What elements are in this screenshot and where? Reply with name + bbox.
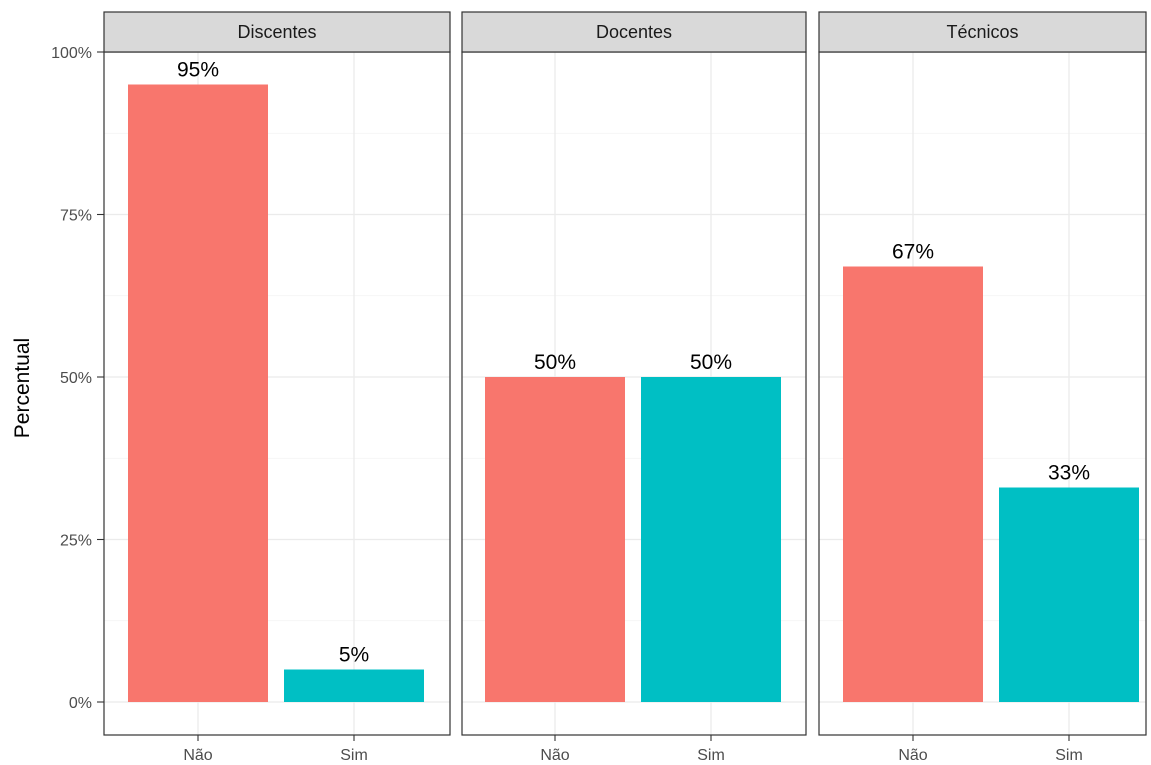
facet-panels: 95% 5% Discentes Não Sim 50% 50% Docentes Não Sim… — [103, 11, 1147, 764]
facet-strip-label: Docentes — [596, 22, 672, 42]
bar-técnicos-nao — [843, 266, 983, 702]
bar-discentes-nao — [128, 84, 268, 702]
x-tick-label: Sim — [697, 747, 725, 764]
data-label: 95% — [177, 59, 219, 82]
data-label: 67% — [892, 241, 934, 264]
facet-panel: 67% 33% Técnicos Não Sim — [818, 11, 1147, 764]
data-label: 33% — [1048, 462, 1090, 485]
bar-docentes-nao — [485, 377, 625, 702]
facet-strip — [818, 11, 1147, 53]
data-label: 5% — [339, 644, 369, 667]
y-axis: 0% 25% 50% 75% 100% — [51, 45, 104, 712]
data-label: 50% — [690, 351, 732, 374]
y-tick-label: 25% — [60, 533, 92, 550]
x-tick-label: Sim — [1055, 747, 1083, 764]
facet-strip — [461, 11, 807, 53]
x-tick-label: Sim — [340, 747, 368, 764]
facet-panel: 50% 50% Docentes Não Sim — [461, 11, 807, 764]
bar-discentes-sim — [284, 669, 424, 702]
facet-strip — [103, 11, 451, 53]
x-tick-label: Não — [540, 747, 569, 764]
x-tick-label: Não — [898, 747, 927, 764]
y-tick-label: 50% — [60, 370, 92, 387]
data-label: 50% — [534, 351, 576, 374]
y-tick-label: 100% — [51, 45, 92, 62]
bar-técnicos-sim — [999, 487, 1139, 702]
y-axis-title: Percentual — [11, 338, 34, 438]
y-tick-label: 0% — [69, 695, 92, 712]
y-tick-label: 75% — [60, 208, 92, 225]
facet-panel: 95% 5% Discentes Não Sim — [103, 11, 451, 764]
bar-docentes-sim — [641, 377, 781, 702]
x-tick-label: Não — [183, 747, 212, 764]
facet-strip-label: Discentes — [237, 22, 316, 42]
facet-strip-label: Técnicos — [946, 22, 1018, 42]
